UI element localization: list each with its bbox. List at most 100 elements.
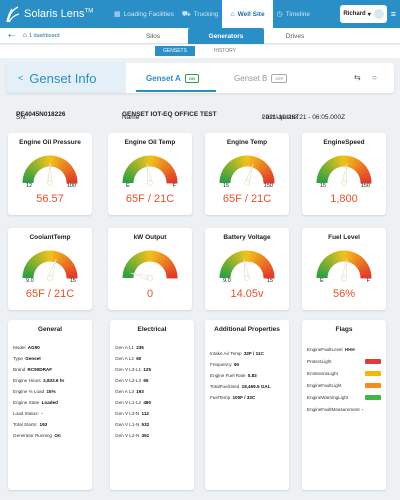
gauge-title: Battery Voltage bbox=[223, 234, 271, 241]
gauge-arc-segment bbox=[352, 159, 362, 171]
property-value: 2,833.6 hr bbox=[43, 378, 65, 383]
gauge-arc-segment bbox=[258, 258, 270, 269]
gauge-value: 65F / 21C bbox=[222, 193, 272, 205]
tab-history[interactable]: HISTORY bbox=[213, 48, 237, 54]
property-label: TotalFuelUsed bbox=[210, 384, 240, 389]
gauge-arc-segment bbox=[333, 156, 341, 168]
property-value: Genset bbox=[25, 356, 41, 361]
chevron-left-icon[interactable]: < bbox=[18, 73, 24, 83]
gauge-title: kW Output bbox=[133, 234, 167, 241]
general-card: General Model AG90 Type Genset Brand RC90D… bbox=[8, 320, 92, 490]
gauge-arc-segment bbox=[253, 157, 262, 169]
brand[interactable]: Solaris LensTM bbox=[0, 0, 110, 28]
gauge-max-label: F bbox=[366, 278, 370, 284]
top-tab-timeline[interactable]: ◷ Timeline bbox=[273, 0, 314, 28]
swap-icon[interactable]: ⇆ bbox=[354, 73, 361, 82]
gauge-title: Fuel Level bbox=[328, 234, 360, 241]
tab-gensets[interactable]: GENSETS bbox=[155, 46, 195, 56]
avatar bbox=[373, 9, 384, 19]
tab-genset-a[interactable]: Genset A ON bbox=[146, 63, 199, 93]
gauge-card: Engine Temp 15 150 65F / 21C bbox=[205, 133, 289, 215]
gauge-arc-segment bbox=[64, 169, 76, 178]
gauge-max-label: 15 bbox=[69, 278, 76, 284]
gauge-arc-segment bbox=[262, 267, 274, 275]
top-tab-loading-facilities[interactable]: ▦ Loading Facilities bbox=[110, 0, 178, 28]
gauge-dial bbox=[22, 250, 78, 281]
gauge-min-label: E bbox=[126, 183, 130, 189]
gauge-arc-segment bbox=[159, 256, 170, 267]
property-value: RC90DRAF bbox=[27, 367, 53, 372]
sub-nav: ⇠ ⌂ 1 dashboard Silos Generators Drives bbox=[0, 28, 400, 44]
top-tab-well-site[interactable]: ⌂ Well Site bbox=[222, 0, 273, 28]
gauge-arc-segment bbox=[223, 165, 235, 175]
property-value: 65 bbox=[143, 378, 149, 383]
gauge-arc-segment bbox=[359, 175, 372, 182]
user-menu[interactable]: Richard ▾ bbox=[340, 5, 387, 23]
gauge-arc-segment bbox=[161, 258, 173, 269]
gauge-arc-segment bbox=[350, 252, 359, 264]
breadcrumb[interactable]: ⌂ 1 dashboard bbox=[23, 32, 60, 39]
gauge-arc-segment bbox=[165, 267, 177, 275]
gauge-arc-segment bbox=[355, 258, 367, 269]
gauge-arc-segment bbox=[154, 251, 162, 263]
gauge-arc-segment bbox=[24, 263, 36, 272]
gauge-arc-segment bbox=[225, 163, 236, 174]
tab-silos[interactable]: Silos bbox=[145, 32, 161, 40]
property-value: 15% bbox=[46, 389, 56, 394]
flag-row: EmissionsLight bbox=[307, 368, 385, 380]
card-title: Additional Properties bbox=[214, 326, 280, 333]
gauge-arc-segment bbox=[320, 260, 332, 270]
property-label: Gen V L3-L1 bbox=[115, 367, 142, 372]
gauge-arc-segment bbox=[122, 175, 135, 181]
gauge-arc-segment bbox=[336, 250, 343, 263]
gauge-title: Engine Temp bbox=[226, 139, 268, 146]
card-title: Flags bbox=[335, 326, 353, 333]
app-trademark: TM bbox=[84, 8, 94, 15]
gauge-arc-segment bbox=[249, 250, 255, 263]
gauge-arc-segment bbox=[220, 266, 232, 274]
gauge-arc-segment bbox=[165, 270, 178, 277]
gauge-arc-segment bbox=[164, 169, 176, 178]
gauge-arc-segment bbox=[124, 263, 136, 272]
top-tab-label: Loading Facilities bbox=[123, 10, 174, 18]
gauge-arc-segment bbox=[318, 263, 330, 272]
gauge-arc-segment bbox=[233, 252, 242, 264]
gauge-arc-segment bbox=[54, 156, 62, 168]
property-value: 18,469.5 GAL bbox=[241, 384, 271, 389]
gauge-value: 65F / 21C bbox=[25, 288, 75, 300]
page-title: Genset Info bbox=[29, 70, 97, 86]
tab-genset-b[interactable]: Genset B OFF bbox=[234, 63, 288, 93]
tab-generators[interactable]: Generators bbox=[188, 28, 264, 44]
gauge-arc-segment bbox=[262, 175, 275, 182]
home-icon: ⌂ bbox=[22, 32, 27, 39]
gauge-arc-segment bbox=[28, 258, 39, 269]
property-row: Total Starts: 193 bbox=[13, 419, 91, 430]
property-value: - bbox=[41, 411, 43, 416]
well-icon: ⌂ bbox=[230, 10, 235, 18]
gauge-arc-segment bbox=[136, 157, 145, 169]
top-tab-trucking[interactable]: ⛟ Trucking bbox=[178, 0, 223, 28]
gauge-arc-segment bbox=[256, 256, 267, 267]
gauge-arc-segment bbox=[52, 155, 58, 168]
back-arrow-icon[interactable]: ⇠ bbox=[8, 31, 15, 40]
circle-icon[interactable]: ○ bbox=[372, 73, 377, 82]
gauge-arc-segment bbox=[353, 161, 364, 172]
flag-label: EmissionsLight bbox=[307, 371, 338, 376]
property-value: 60 bbox=[136, 356, 142, 361]
gauge-needle-hub bbox=[341, 180, 347, 186]
property-label: Gen V L3-N bbox=[115, 411, 140, 416]
gauge-card: Battery Voltage 9.0 15 14.05v bbox=[205, 228, 289, 310]
property-row: Engine State Loaded bbox=[13, 397, 91, 408]
gauge-card: Engine Oil Pressure 12 100 56.57 bbox=[8, 133, 92, 215]
gauge-dial bbox=[316, 250, 372, 281]
gauge-arc-segment bbox=[348, 156, 356, 168]
gauge-arc-segment bbox=[61, 163, 73, 174]
gauge-arc-segment bbox=[156, 157, 165, 169]
tab-drives[interactable]: Drives bbox=[285, 32, 305, 40]
menu-icon[interactable]: ≡ bbox=[390, 9, 396, 19]
gauge-arc-segment bbox=[152, 250, 158, 263]
gauge-value: 56.57 bbox=[36, 193, 64, 205]
gauge-needle-hub bbox=[147, 275, 153, 281]
gauge-arc-segment bbox=[322, 163, 333, 174]
property-value: AG90 bbox=[27, 345, 40, 350]
